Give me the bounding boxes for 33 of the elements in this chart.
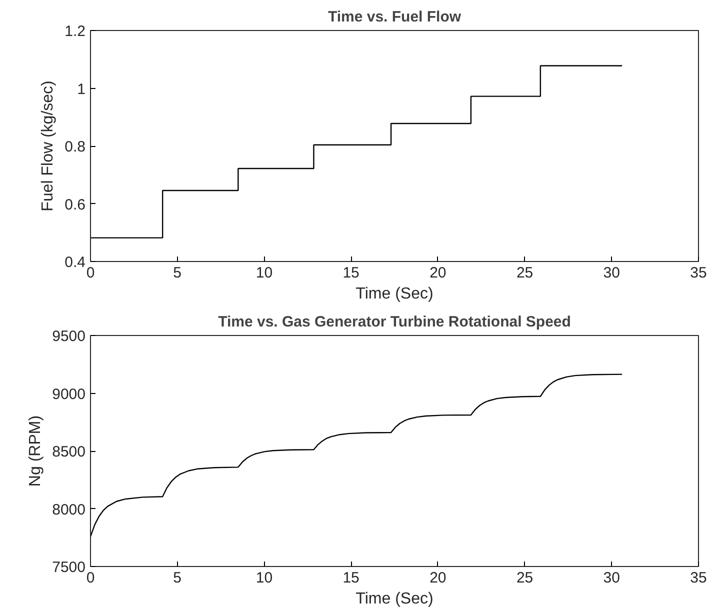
x-tick-label: 25	[516, 570, 534, 586]
x-tick-label: 20	[430, 570, 446, 586]
chart-title: Time vs. Fuel Flow	[328, 8, 462, 26]
y-tick-label: 0.4	[64, 254, 86, 271]
x-tick-label: 10	[256, 570, 273, 586]
x-tick-label: 35	[690, 264, 707, 282]
chart-title: Time vs. Gas Generator Turbine Rotational Speed	[218, 314, 571, 330]
x-axis-title: Time (Sec)	[356, 286, 434, 302]
y-tick-label: 7500	[52, 559, 86, 576]
x-tick-label: 30	[603, 264, 620, 282]
x-tick-label: 0	[86, 570, 95, 586]
x-tick-label: 35	[690, 570, 707, 586]
x-tick-label: 15	[342, 570, 360, 586]
y-axis-title: Ng (RPM)	[27, 415, 44, 487]
x-tick-label: 0	[86, 264, 95, 282]
line-series	[90, 374, 623, 538]
x-tick-label: 5	[173, 264, 182, 282]
x-tick-label: 5	[173, 570, 182, 586]
x-tick-label: 25	[516, 264, 534, 282]
y-tick-label: 0.6	[64, 196, 86, 214]
x-axis-title: Time (Sec)	[356, 590, 434, 608]
x-tick-label: 15	[342, 264, 360, 282]
y-tick-label: 9500	[52, 328, 86, 345]
y-tick-label: 0.8	[64, 138, 86, 156]
x-tick-label: 20	[430, 264, 446, 282]
y-axis-title: Fuel Flow (kg/sec)	[40, 80, 57, 212]
x-tick-label: 30	[603, 570, 620, 586]
y-tick-label: 9000	[52, 386, 86, 403]
y-tick-label: 8500	[52, 444, 86, 460]
x-tick-label: 10	[256, 264, 273, 282]
y-tick-label: 1	[77, 80, 86, 98]
y-tick-label: 1.2	[64, 23, 86, 40]
y-tick-label: 8000	[52, 501, 86, 518]
